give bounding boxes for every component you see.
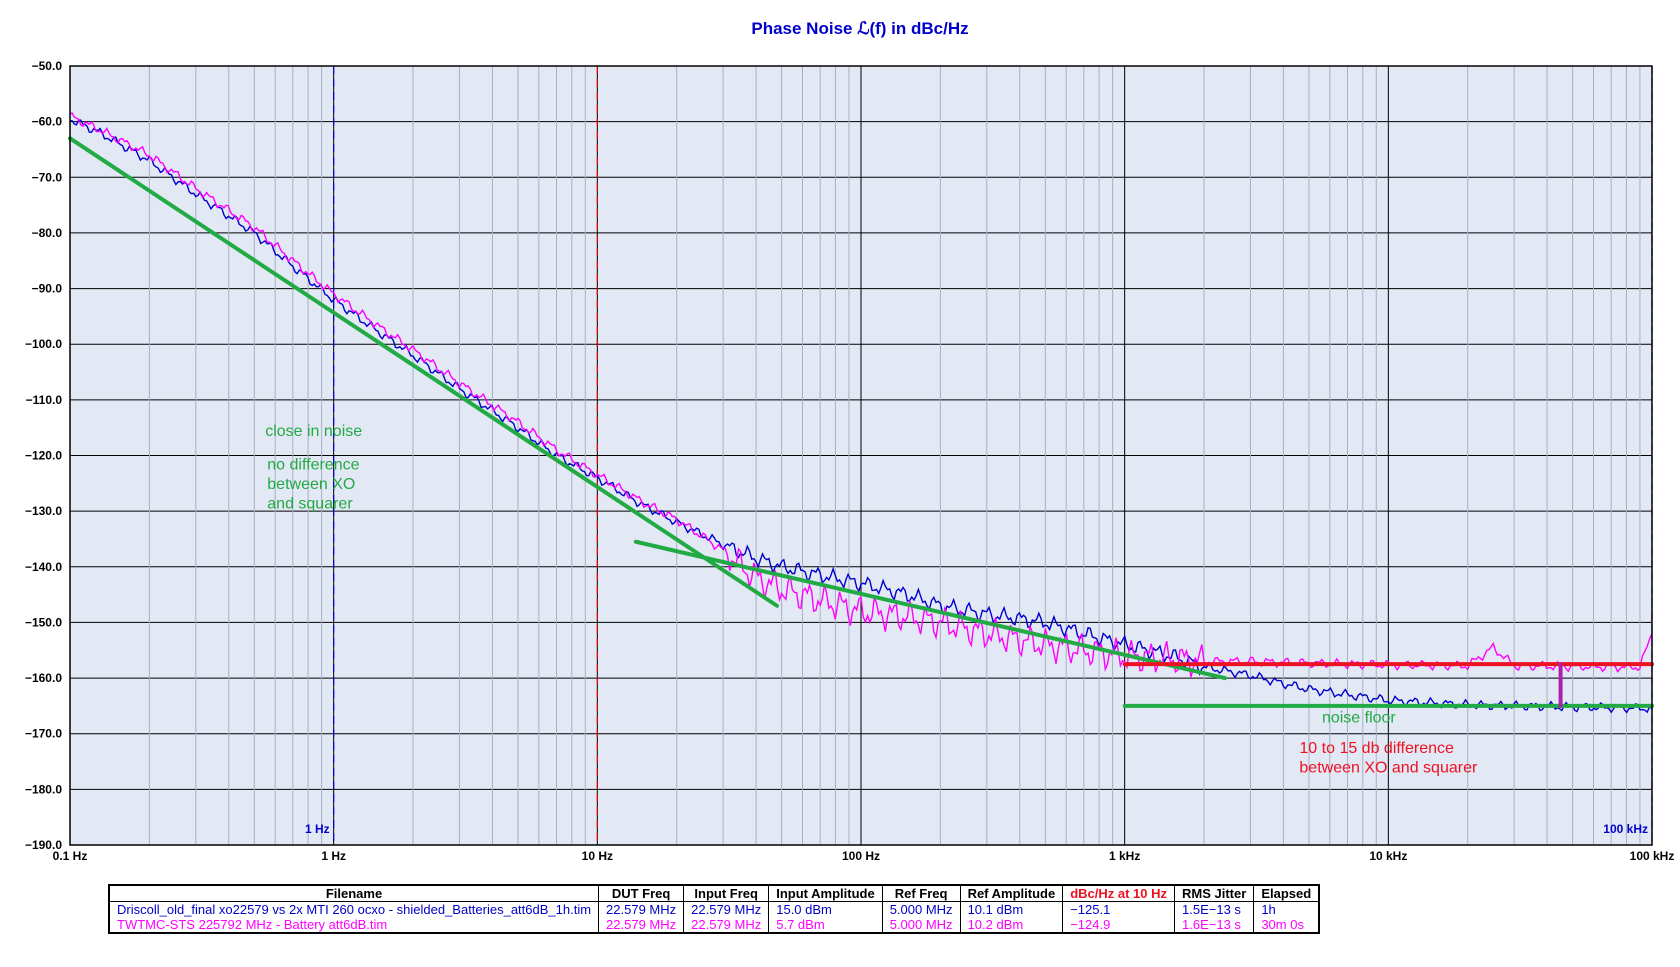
cell-dbc-at-10hz: −124.9 (1062, 917, 1175, 933)
legend-row-trace-1: Driscoll_old_final xo22579 vs 2x MTI 260… (109, 901, 1320, 917)
annotation-text: noise floor (1322, 710, 1396, 727)
annotation-text: no difference (267, 456, 359, 473)
y-tick-label: −120.0 (25, 449, 62, 463)
annotation-text: between XO (267, 476, 355, 493)
y-tick-label: −50.0 (32, 59, 63, 73)
header-filename: Filename (109, 885, 599, 902)
annotation-text: and squarer (267, 495, 353, 512)
x-axis-ticks: 0.1 Hz 1 Hz 10 Hz 100 Hz 1 kHz 10 kHz 100 kHz (53, 849, 1675, 863)
header-elapsed: Elapsed (1253, 885, 1320, 902)
header-ref-freq: Ref Freq (881, 885, 961, 902)
annotation-text: close in noise (265, 423, 362, 440)
series-line-1 (69, 119, 1653, 714)
x-tick-label: 1 kHz (1109, 849, 1140, 863)
y-tick-label: −80.0 (32, 226, 63, 240)
cell-dbc-at-10hz: −125.1 (1062, 901, 1175, 917)
y-tick-label: −180.0 (25, 782, 62, 796)
cell-dut-freq: 22.579 MHz (598, 917, 684, 933)
y-axis-ticks: −50.0 −60.0 −70.0 −80.0 −90.0 −100.0 −110.0 −12… (25, 59, 62, 852)
y-tick-label: −160.0 (25, 671, 62, 685)
header-ref-amplitude: Ref Amplitude (959, 885, 1063, 902)
y-tick-label: −100.0 (25, 337, 62, 351)
cell-rms-jitter: 1.6E−13 s (1174, 917, 1254, 933)
cell-filename: Driscoll_old_final xo22579 vs 2x MTI 260… (117, 902, 592, 917)
cell-elapsed: 1h (1253, 901, 1320, 917)
header-dbc-at-10hz: dBc/Hz at 10 Hz (1062, 885, 1175, 902)
x-tick-label: 10 Hz (582, 849, 613, 863)
x-tick-label: 100 kHz (1630, 849, 1675, 863)
cell-ref-amplitude: 10.2 dBm (959, 917, 1063, 933)
annotation-text: between XO and squarer (1299, 760, 1478, 777)
annotation-line (68, 136, 779, 608)
header-input-freq: Input Freq (683, 885, 769, 902)
cell-input-amplitude: 15.0 dBm (768, 901, 883, 917)
cell-input-amplitude: 5.7 dBm (768, 917, 883, 933)
cell-dut-freq: 22.579 MHz (598, 901, 684, 917)
header-rms-jitter: RMS Jitter (1174, 885, 1254, 902)
annotation-line (633, 539, 1227, 681)
y-tick-label: −150.0 (25, 615, 62, 629)
y-tick-label: −170.0 (25, 727, 62, 741)
y-tick-label: −60.0 (32, 115, 63, 129)
y-tick-label: −130.0 (25, 504, 62, 518)
series-lines (69, 112, 1653, 714)
y-tick-label: −70.0 (32, 170, 63, 184)
x-tick-label: 0.1 Hz (53, 849, 88, 863)
marker-label: 1 Hz (305, 822, 330, 836)
legend-row-trace-2: TWTMC-STS 225792 MHz - Battery att6dB.ti… (109, 917, 1320, 933)
marker-label: 100 kHz (1603, 822, 1648, 836)
y-tick-label: −90.0 (32, 282, 63, 296)
y-tick-label: −140.0 (25, 560, 62, 574)
cell-elapsed: 30m 0s (1253, 917, 1320, 933)
series-line-2 (69, 112, 1653, 678)
x-tick-label: 1 Hz (321, 849, 346, 863)
cell-filename: TWTMC-STS 225792 MHz - Battery att6dB.ti… (117, 917, 388, 932)
chart-title: Phase Noise ℒ(f) in dBc/Hz (751, 19, 968, 38)
y-tick-label: −190.0 (25, 838, 62, 852)
cell-rms-jitter: 1.5E−13 s (1174, 901, 1254, 917)
cell-ref-freq: 5.000 MHz (881, 901, 961, 917)
cell-ref-amplitude: 10.1 dBm (959, 901, 1063, 917)
header-dut-freq: DUT Freq (598, 885, 684, 902)
cell-ref-freq: 5.000 MHz (881, 917, 961, 933)
cell-input-freq: 22.579 MHz (683, 917, 769, 933)
x-tick-label: 100 Hz (842, 849, 880, 863)
annotation-text: 10 to 15 db difference (1299, 740, 1454, 757)
annotation-texts: close in noise no difference between XO and… (265, 423, 1478, 777)
y-tick-label: −110.0 (26, 393, 63, 407)
cell-input-freq: 22.579 MHz (683, 901, 769, 917)
plot-border (69, 65, 1653, 846)
header-input-amplitude: Input Amplitude (768, 885, 883, 902)
annotation-lines (68, 136, 1654, 708)
legend-header-row: Filename DUT Freq Input Freq Input Ampli… (109, 885, 1320, 902)
frequency-markers: 1 Hz 100 kHz (305, 66, 1653, 845)
phase-noise-chart: Phase Noise ℒ(f) in dBc/Hz 1 Hz 100 kHz c… (25, 19, 1675, 863)
x-tick-label: 10 kHz (1369, 849, 1407, 863)
trace-legend-table: Filename DUT Freq Input Freq Input Ampli… (108, 884, 1321, 934)
